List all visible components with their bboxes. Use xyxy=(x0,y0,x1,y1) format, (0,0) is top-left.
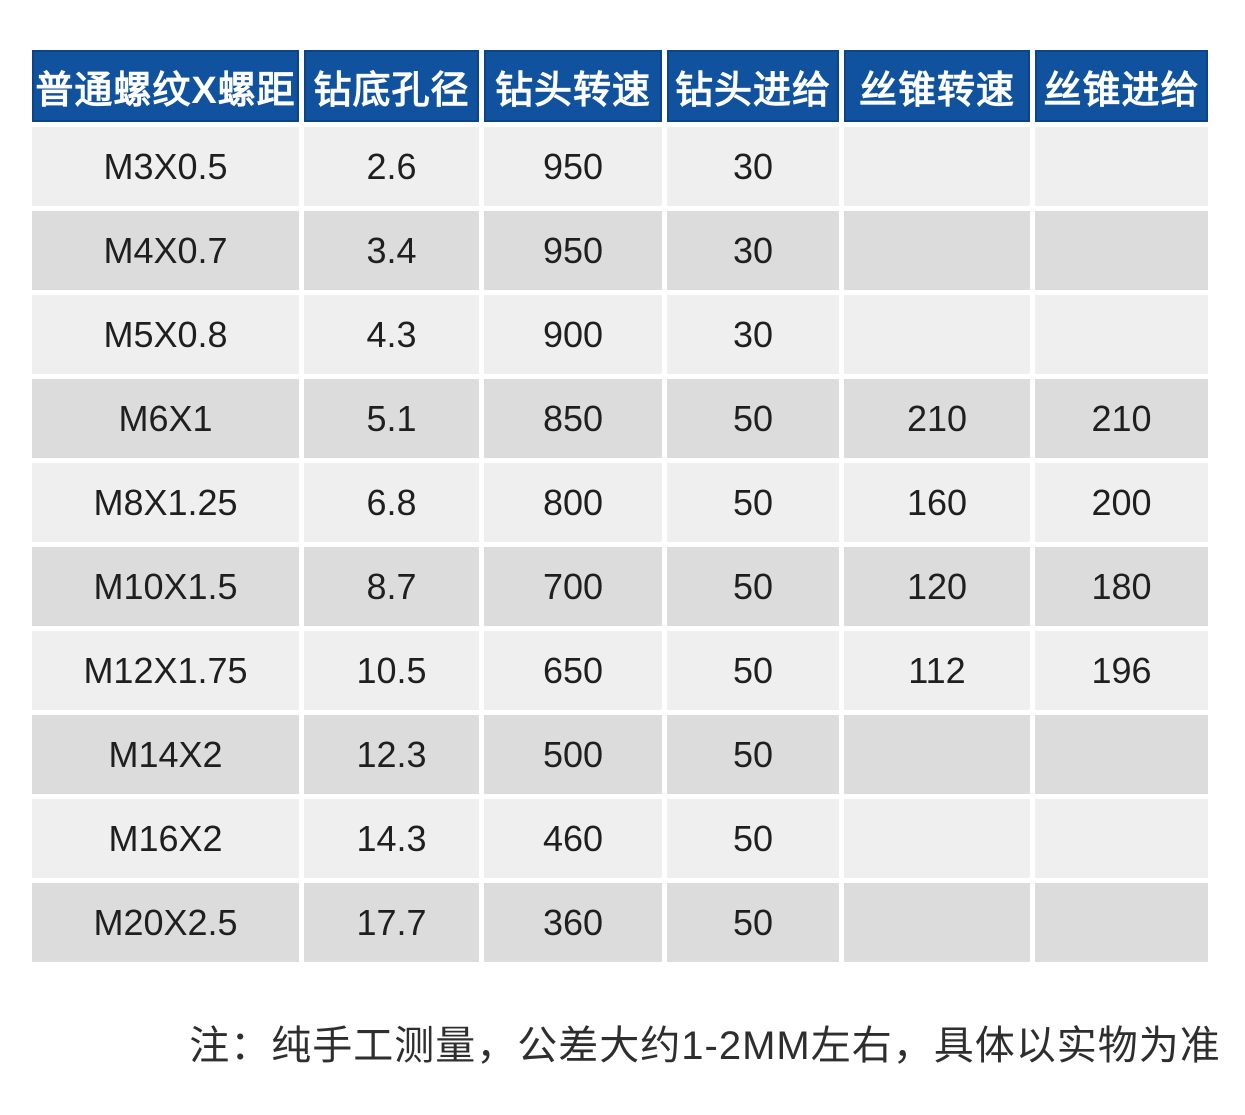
cell-tap-speed: 112 xyxy=(844,631,1030,710)
cell-tap-feed xyxy=(1035,127,1208,206)
cell-drill-dia: 14.3 xyxy=(304,799,479,878)
cell-tap-feed: 210 xyxy=(1035,379,1208,458)
cell-thread: M16X2 xyxy=(32,799,299,878)
tapping-parameters-table: 普通螺纹X螺距 钻底孔径 钻头转速 钻头进给 丝锥转速 丝锥进给 M3X0.5 … xyxy=(27,45,1213,967)
cell-tap-feed: 200 xyxy=(1035,463,1208,542)
cell-tap-feed xyxy=(1035,715,1208,794)
cell-tap-speed: 120 xyxy=(844,547,1030,626)
cell-drill-speed: 460 xyxy=(484,799,662,878)
table-row: M10X1.5 8.7 700 50 120 180 xyxy=(32,547,1208,626)
cell-drill-feed: 50 xyxy=(667,463,839,542)
cell-drill-dia: 2.6 xyxy=(304,127,479,206)
cell-thread: M6X1 xyxy=(32,379,299,458)
cell-tap-speed xyxy=(844,715,1030,794)
table-row: M4X0.7 3.4 950 30 xyxy=(32,211,1208,290)
cell-tap-speed xyxy=(844,211,1030,290)
cell-drill-feed: 50 xyxy=(667,883,839,962)
cell-thread: M14X2 xyxy=(32,715,299,794)
cell-tap-feed xyxy=(1035,799,1208,878)
column-header-tap-feed: 丝锥进给 xyxy=(1035,50,1208,122)
table-row: M5X0.8 4.3 900 30 xyxy=(32,295,1208,374)
cell-drill-dia: 8.7 xyxy=(304,547,479,626)
cell-tap-speed xyxy=(844,799,1030,878)
cell-drill-dia: 4.3 xyxy=(304,295,479,374)
cell-drill-feed: 50 xyxy=(667,799,839,878)
cell-tap-speed xyxy=(844,127,1030,206)
cell-drill-feed: 50 xyxy=(667,631,839,710)
cell-drill-dia: 12.3 xyxy=(304,715,479,794)
cell-thread: M12X1.75 xyxy=(32,631,299,710)
cell-tap-speed xyxy=(844,883,1030,962)
cell-tap-feed xyxy=(1035,211,1208,290)
cell-drill-feed: 50 xyxy=(667,715,839,794)
cell-tap-feed xyxy=(1035,295,1208,374)
cell-drill-speed: 650 xyxy=(484,631,662,710)
column-header-thread-pitch: 普通螺纹X螺距 xyxy=(32,50,299,122)
cell-tap-speed xyxy=(844,295,1030,374)
cell-tap-speed: 160 xyxy=(844,463,1030,542)
cell-tap-speed: 210 xyxy=(844,379,1030,458)
cell-tap-feed xyxy=(1035,883,1208,962)
table-row: M14X2 12.3 500 50 xyxy=(32,715,1208,794)
column-header-tap-speed: 丝锥转速 xyxy=(844,50,1030,122)
cell-drill-dia: 17.7 xyxy=(304,883,479,962)
cell-drill-feed: 50 xyxy=(667,547,839,626)
cell-drill-speed: 500 xyxy=(484,715,662,794)
cell-drill-dia: 6.8 xyxy=(304,463,479,542)
cell-drill-speed: 700 xyxy=(484,547,662,626)
cell-drill-feed: 30 xyxy=(667,127,839,206)
cell-drill-feed: 30 xyxy=(667,211,839,290)
cell-drill-dia: 5.1 xyxy=(304,379,479,458)
table-row: M6X1 5.1 850 50 210 210 xyxy=(32,379,1208,458)
cell-thread: M8X1.25 xyxy=(32,463,299,542)
cell-drill-dia: 10.5 xyxy=(304,631,479,710)
cell-drill-speed: 360 xyxy=(484,883,662,962)
table-row: M3X0.5 2.6 950 30 xyxy=(32,127,1208,206)
column-header-drill-feed: 钻头进给 xyxy=(667,50,839,122)
cell-drill-speed: 900 xyxy=(484,295,662,374)
cell-drill-speed: 950 xyxy=(484,127,662,206)
table-row: M16X2 14.3 460 50 xyxy=(32,799,1208,878)
note-text: 注：纯手工测量，公差大约1-2MM左右，具体以实物为准 xyxy=(189,1024,1221,1068)
cell-thread: M4X0.7 xyxy=(32,211,299,290)
table-header-row: 普通螺纹X螺距 钻底孔径 钻头转速 钻头进给 丝锥转速 丝锥进给 xyxy=(32,50,1208,122)
table-row: M20X2.5 17.7 360 50 xyxy=(32,883,1208,962)
cell-thread: M5X0.8 xyxy=(32,295,299,374)
cell-drill-feed: 50 xyxy=(667,379,839,458)
column-header-drill-hole-diameter: 钻底孔径 xyxy=(304,50,479,122)
cell-tap-feed: 196 xyxy=(1035,631,1208,710)
cell-thread: M10X1.5 xyxy=(32,547,299,626)
cell-thread: M3X0.5 xyxy=(32,127,299,206)
cell-drill-feed: 30 xyxy=(667,295,839,374)
cell-drill-speed: 950 xyxy=(484,211,662,290)
table-row: M12X1.75 10.5 650 50 112 196 xyxy=(32,631,1208,710)
cell-drill-dia: 3.4 xyxy=(304,211,479,290)
column-header-drill-speed: 钻头转速 xyxy=(484,50,662,122)
cell-drill-speed: 800 xyxy=(484,463,662,542)
cell-drill-speed: 850 xyxy=(484,379,662,458)
cell-tap-feed: 180 xyxy=(1035,547,1208,626)
table-row: M8X1.25 6.8 800 50 160 200 xyxy=(32,463,1208,542)
cell-thread: M20X2.5 xyxy=(32,883,299,962)
